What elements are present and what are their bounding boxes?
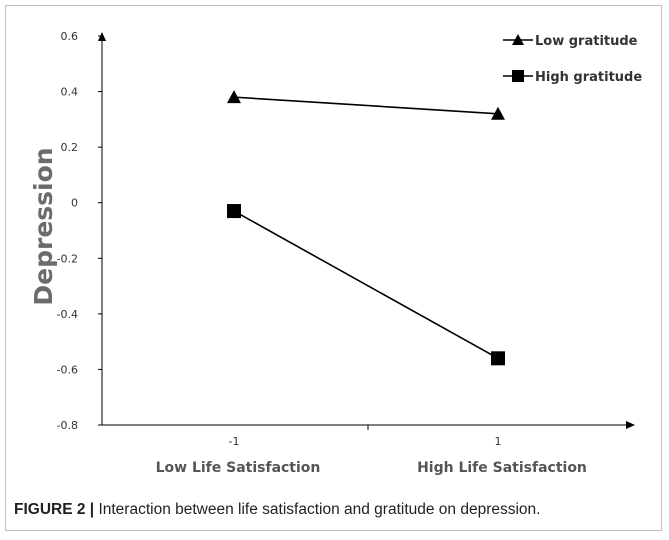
x-tick-label: 1: [495, 435, 502, 448]
legend-marker-high-gratitude: [512, 70, 524, 82]
y-tick-label: 0: [71, 197, 78, 210]
figure-caption: FIGURE 2 | Interaction between life sati…: [14, 501, 662, 519]
series-line-high-gratitude: [233, 210, 499, 360]
y-tick-label: 0.2: [61, 141, 79, 154]
x-axis-arrow: [626, 421, 635, 429]
data-point-low-gratitude: [227, 90, 241, 104]
x-category-label: High Life Satisfaction: [417, 460, 587, 476]
y-tick-label: -0.6: [57, 363, 78, 376]
y-tick-label: -0.2: [57, 252, 78, 265]
x-category-label: Low Life Satisfaction: [156, 460, 321, 476]
data-point-low-gratitude: [491, 106, 505, 120]
legend-label-high-gratitude: High gratitude: [535, 70, 642, 85]
legend-label-low-gratitude: Low gratitude: [535, 34, 638, 49]
y-tick-label: -0.4: [57, 308, 78, 321]
legend-marker-low-gratitude: [512, 34, 524, 45]
data-point-high-gratitude: [227, 204, 241, 219]
y-tick-label: -0.8: [57, 419, 78, 432]
y-tick-label: 0.4: [61, 86, 79, 99]
data-point-high-gratitude: [491, 351, 505, 366]
caption-text: Interaction between life satisfaction an…: [94, 501, 541, 518]
y-axis-label: Depression: [29, 147, 58, 305]
y-tick-label: 0.6: [61, 30, 79, 43]
x-tick-label: -1: [229, 435, 240, 448]
figure-frame: [5, 5, 662, 531]
figure-label: FIGURE 2 |: [14, 501, 95, 518]
series-line-low-gratitude: [233, 96, 499, 115]
